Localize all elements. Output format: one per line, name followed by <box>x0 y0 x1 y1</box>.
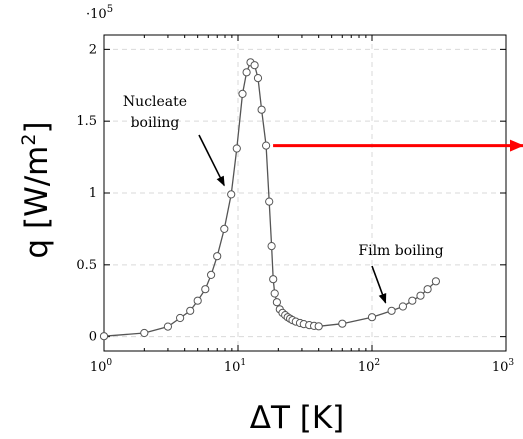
data-point <box>431 277 440 286</box>
data-point <box>270 289 279 298</box>
data-point <box>257 105 266 114</box>
data-point <box>338 319 347 328</box>
x-tick-label: 102 <box>358 358 380 375</box>
annotation-label: boiling <box>131 115 180 131</box>
x-axis-title: ΔT [K] <box>250 400 345 436</box>
y-tick-label: 1.5 <box>76 114 97 129</box>
data-point <box>99 332 109 341</box>
y-tick-label: 0.5 <box>76 258 97 273</box>
y-tick-label: 2 <box>89 42 97 57</box>
data-point <box>262 141 271 150</box>
data-point <box>238 89 247 99</box>
data-point <box>227 190 236 199</box>
data-point <box>140 328 149 338</box>
data-point <box>267 242 276 251</box>
data-point <box>387 306 396 315</box>
annotation-arrow <box>371 265 387 304</box>
data-point <box>213 252 222 261</box>
y-axis-title: q [W/m2] <box>18 121 55 258</box>
y-multiplier-label: ·105 <box>86 4 113 22</box>
data-series <box>99 58 440 341</box>
data-point <box>423 285 432 294</box>
grid <box>103 35 507 351</box>
data-point <box>265 197 274 206</box>
data-point <box>367 313 377 322</box>
data-point <box>163 322 172 331</box>
y-tick-label: 1 <box>89 186 97 201</box>
annotation-arrow <box>198 134 225 187</box>
data-point <box>272 298 281 307</box>
data-point <box>314 322 323 331</box>
data-point <box>232 144 241 153</box>
data-point <box>220 224 229 233</box>
annotation-label: Film boiling <box>358 243 443 259</box>
data-point <box>408 296 417 305</box>
x-tick-label: 101 <box>224 358 246 375</box>
annotation-film-boiling: Film boiling <box>358 243 444 304</box>
data-point <box>250 61 259 70</box>
data-point <box>193 296 202 305</box>
y-tick-label: 0 <box>89 330 97 345</box>
data-point <box>398 302 407 311</box>
data-point <box>201 285 210 294</box>
x-tick-label: 100 <box>90 358 113 375</box>
annotation-nucleate-boiling: Nucleate boiling <box>123 94 225 187</box>
data-point <box>253 74 263 83</box>
data-point <box>176 313 185 323</box>
data-point <box>269 275 278 284</box>
data-point <box>242 68 251 77</box>
data-point <box>207 270 216 279</box>
x-tick-label: 103 <box>492 358 515 375</box>
annotations: Nucleate boiling Film boiling <box>123 94 523 304</box>
data-point <box>186 306 195 315</box>
annotation-label: Nucleate <box>123 94 187 110</box>
data-point <box>416 291 425 300</box>
